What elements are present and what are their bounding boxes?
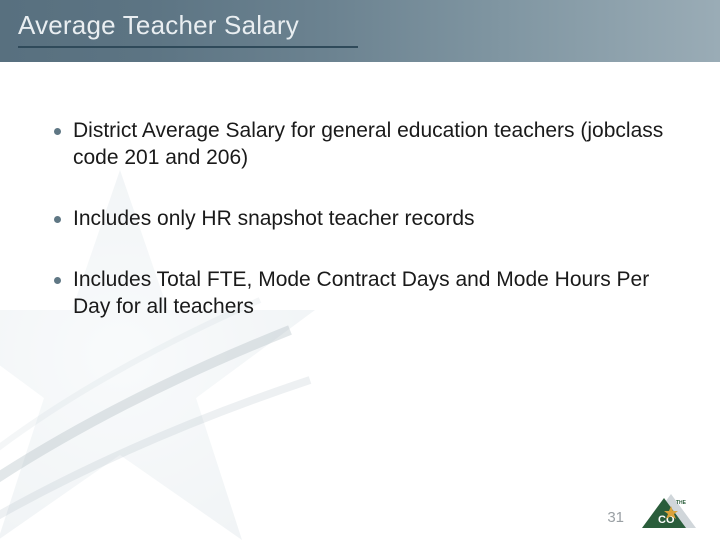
bullet-dot-icon: [54, 128, 61, 135]
bullet-dot-icon: [54, 216, 61, 223]
logo-small-text: THE: [676, 500, 687, 506]
colorado-logo-icon: CO THE: [642, 492, 700, 532]
bullet-text: District Average Salary for general educ…: [73, 118, 664, 172]
slide-title: Average Teacher Salary: [18, 10, 299, 41]
bullet-text: Includes Total FTE, Mode Contract Days a…: [73, 267, 664, 321]
footer-logo: CO THE: [642, 492, 700, 532]
page-number: 31: [607, 509, 624, 526]
bullet-text: Includes only HR snapshot teacher record…: [73, 206, 475, 233]
slide: Average Teacher Salary District Average …: [0, 0, 720, 540]
bullet-dot-icon: [54, 277, 61, 284]
title-underline: [18, 46, 358, 48]
title-bar: Average Teacher Salary: [0, 0, 720, 62]
bullet-item: District Average Salary for general educ…: [54, 118, 664, 172]
bullet-list: District Average Salary for general educ…: [54, 118, 664, 354]
bullet-item: Includes only HR snapshot teacher record…: [54, 206, 664, 233]
bullet-item: Includes Total FTE, Mode Contract Days a…: [54, 267, 664, 321]
